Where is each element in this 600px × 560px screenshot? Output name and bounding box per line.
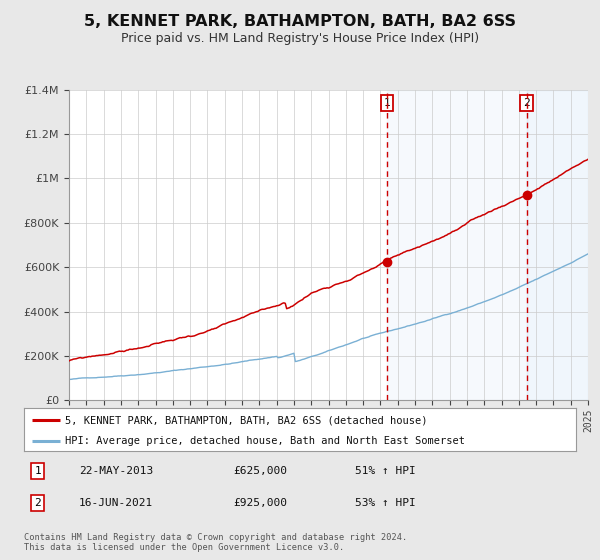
Bar [387,90,527,400]
Text: 1: 1 [34,466,41,476]
Text: £925,000: £925,000 [234,498,288,508]
Text: 16-JUN-2021: 16-JUN-2021 [79,498,154,508]
Text: Contains HM Land Registry data © Crown copyright and database right 2024.: Contains HM Land Registry data © Crown c… [24,533,407,542]
Text: Price paid vs. HM Land Registry's House Price Index (HPI): Price paid vs. HM Land Registry's House … [121,32,479,45]
Text: 51% ↑ HPI: 51% ↑ HPI [355,466,416,476]
Text: HPI: Average price, detached house, Bath and North East Somerset: HPI: Average price, detached house, Bath… [65,436,466,446]
Text: 53% ↑ HPI: 53% ↑ HPI [355,498,416,508]
Text: 2: 2 [34,498,41,508]
Text: 22-MAY-2013: 22-MAY-2013 [79,466,154,476]
Text: 5, KENNET PARK, BATHAMPTON, BATH, BA2 6SS: 5, KENNET PARK, BATHAMPTON, BATH, BA2 6S… [84,14,516,29]
Text: 5, KENNET PARK, BATHAMPTON, BATH, BA2 6SS (detached house): 5, KENNET PARK, BATHAMPTON, BATH, BA2 6S… [65,415,428,425]
Text: 1: 1 [383,98,391,108]
Bar [527,90,588,400]
Text: 2: 2 [523,98,530,108]
Text: £625,000: £625,000 [234,466,288,476]
Text: This data is licensed under the Open Government Licence v3.0.: This data is licensed under the Open Gov… [24,543,344,552]
